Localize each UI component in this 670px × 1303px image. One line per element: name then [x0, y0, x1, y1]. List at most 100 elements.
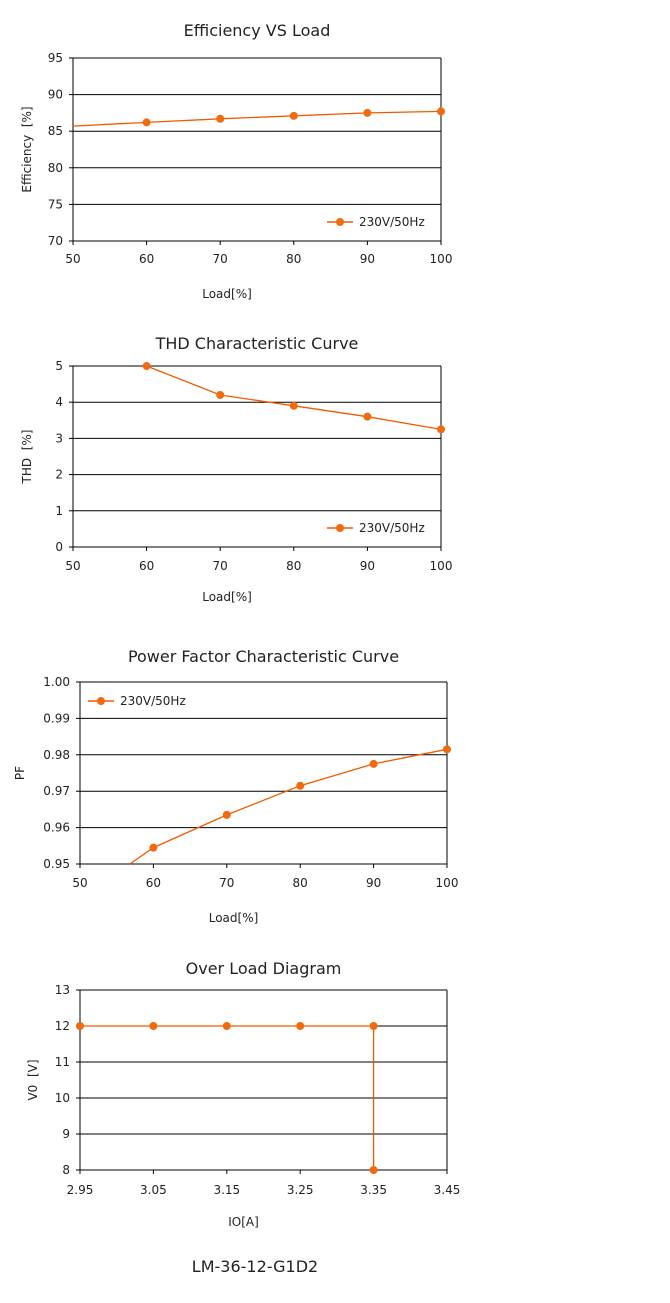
y-tick-label: 0.99	[43, 711, 70, 725]
x-tick-label: 90	[366, 876, 381, 890]
y-axis-label: V0 [V]	[26, 1059, 40, 1100]
x-tick-label: 70	[213, 559, 228, 573]
y-tick-label: 4	[55, 395, 63, 409]
data-point	[369, 1166, 378, 1174]
x-tick-label: 60	[139, 559, 154, 573]
data-point	[222, 1022, 231, 1030]
y-tick-label: 12	[55, 1019, 70, 1033]
chart-title: Over Load Diagram	[186, 959, 342, 978]
data-point	[443, 745, 451, 754]
x-tick-label: 3.25	[287, 1183, 314, 1197]
y-tick-label: 80	[48, 161, 63, 175]
data-point	[363, 412, 372, 421]
data-point	[76, 1022, 84, 1030]
x-tick-label: 60	[139, 252, 154, 266]
x-axis-label: Load[%]	[209, 911, 259, 925]
data-point	[369, 759, 378, 768]
data-point	[437, 107, 445, 116]
y-tick-label: 1.00	[43, 675, 70, 689]
y-tick-label: 2	[55, 468, 63, 482]
data-point	[363, 108, 372, 117]
x-tick-label: 70	[219, 876, 234, 890]
x-tick-label: 50	[65, 559, 80, 573]
series-line	[80, 1025, 375, 1170]
chart-3: Power Factor Characteristic Curve 0.95 0.9…	[13, 647, 458, 925]
y-tick-label: 0.97	[43, 784, 70, 798]
y-tick-label: 0.96	[43, 821, 70, 835]
data-point	[149, 843, 158, 852]
data-point	[369, 1022, 378, 1030]
legend: 230V/50Hz	[327, 521, 425, 535]
x-tick-label: 80	[286, 559, 301, 573]
y-tick-label: 75	[48, 197, 63, 211]
x-tick-label: 100	[430, 252, 453, 266]
y-tick-label: 85	[48, 124, 63, 138]
data-point	[289, 111, 298, 120]
legend-label: 230V/50Hz	[359, 215, 425, 229]
x-tick-label: 3.05	[140, 1183, 167, 1197]
legend: 230V/50Hz	[327, 215, 425, 229]
y-tick-label: 9	[62, 1127, 70, 1141]
y-tick-label: 0.95	[43, 857, 70, 871]
y-tick-label: 11	[55, 1055, 70, 1069]
legend-marker	[336, 218, 344, 226]
x-tick-label: 3.45	[434, 1183, 461, 1197]
x-tick-label: 50	[65, 252, 80, 266]
y-tick-label: 1	[55, 504, 63, 518]
x-tick-label: 70	[213, 252, 228, 266]
data-point	[296, 781, 305, 790]
legend-label: 230V/50Hz	[120, 694, 186, 708]
y-tick-label: 90	[48, 88, 63, 102]
y-axis-label: Efficiency [%]	[20, 106, 34, 192]
chart-2: THD Characteristic Curve 0 1 2 3 4 5 50 60 70 80 90…	[20, 334, 452, 604]
x-tick-label: 90	[360, 252, 375, 266]
x-tick-label: 3.15	[213, 1183, 240, 1197]
y-tick-label: 70	[48, 234, 63, 248]
model-name: LM-36-12-G1D2	[192, 1257, 318, 1276]
data-point	[437, 425, 445, 434]
data-point	[142, 362, 151, 370]
x-tick-label: 50	[72, 876, 87, 890]
legend: 230V/50Hz	[88, 694, 186, 708]
y-axis-label: PF	[13, 766, 27, 780]
data-point	[289, 401, 298, 410]
data-point	[216, 114, 225, 123]
chart-title: THD Characteristic Curve	[155, 334, 359, 353]
x-tick-label: 90	[360, 559, 375, 573]
series-line	[146, 365, 442, 431]
x-tick-label: 100	[430, 559, 453, 573]
chart-4: Over Load Diagram 8 9 10 11 12 13 2.95 3.05 3.15 3…	[26, 959, 460, 1229]
y-tick-label: 0	[55, 540, 63, 554]
y-tick-label: 0.98	[43, 748, 70, 762]
x-axis-label: Load[%]	[202, 590, 252, 604]
x-axis-label: Load[%]	[202, 287, 252, 301]
y-tick-label: 5	[55, 359, 63, 373]
x-tick-label: 60	[146, 876, 161, 890]
chart-title: Power Factor Characteristic Curve	[128, 647, 399, 666]
x-tick-label: 80	[286, 252, 301, 266]
data-point	[149, 1022, 158, 1030]
data-point	[216, 390, 225, 399]
y-tick-label: 13	[55, 983, 70, 997]
x-tick-label: 80	[293, 876, 308, 890]
legend-marker	[336, 524, 344, 532]
chart-1: Efficiency VS Load 70 75 80 85 90 95 50 60 70 80 90…	[20, 21, 452, 301]
legend-marker	[97, 697, 105, 705]
legend-label: 230V/50Hz	[359, 521, 425, 535]
data-point	[142, 118, 151, 127]
data-point	[296, 1022, 305, 1030]
y-axis-label: THD [%]	[20, 430, 34, 485]
series-line	[129, 748, 448, 865]
y-tick-label: 3	[55, 431, 63, 445]
x-axis-label: IO[A]	[228, 1215, 259, 1229]
y-tick-label: 10	[55, 1091, 70, 1105]
data-point	[222, 810, 231, 819]
x-tick-label: 2.95	[67, 1183, 94, 1197]
x-tick-label: 3.35	[360, 1183, 387, 1197]
x-tick-label: 100	[436, 876, 459, 890]
y-tick-label: 95	[48, 51, 63, 65]
series-line	[72, 110, 442, 127]
chart-title: Efficiency VS Load	[184, 21, 331, 40]
y-tick-label: 8	[62, 1163, 70, 1177]
